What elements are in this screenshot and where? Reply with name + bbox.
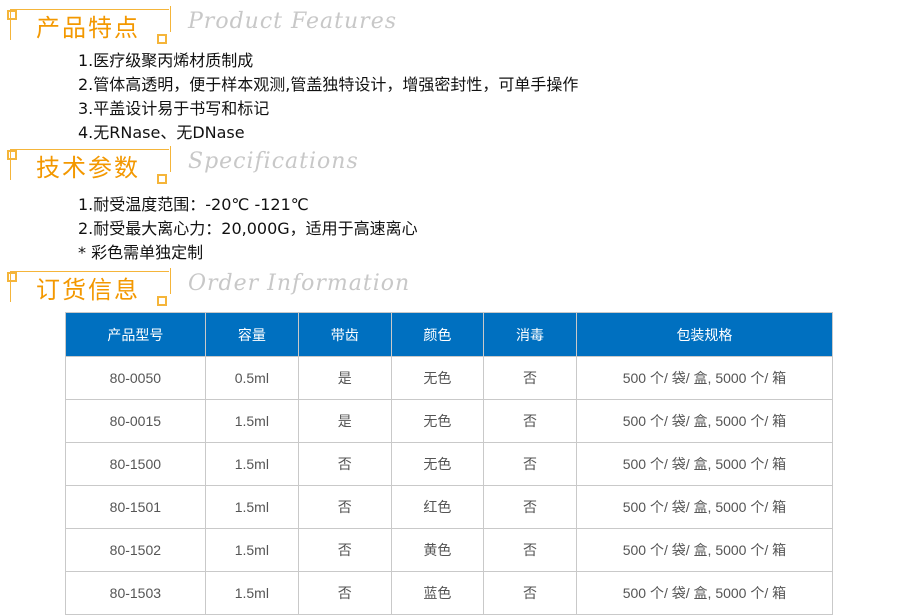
feature-line: 4.无RNase、无DNase	[78, 119, 245, 143]
table-cell: 500 个/ 袋/ 盒, 5000 个/ 箱	[575, 528, 834, 572]
knot-ornament-icon	[7, 272, 17, 282]
feature-text: 1.耐受温度范围：-20℃ -121℃	[78, 195, 309, 214]
table-cell: 80-0015	[65, 399, 206, 443]
heading-frame	[7, 268, 171, 306]
feature-line: 2.耐受最大离心力：20,000G，适用于高速离心	[78, 215, 418, 239]
knot-ornament-icon	[157, 174, 167, 184]
table-cell: 80-0050	[65, 356, 206, 400]
table-row: 80-1501 1.5ml 否红色否 500 个/ 袋/ 盒, 5000 个/ 箱	[65, 485, 834, 529]
table-cell: 1.5ml	[204, 399, 299, 443]
knot-ornament-icon	[157, 296, 167, 306]
table-cell: 1.5ml	[204, 485, 299, 529]
knot-ornament-icon	[157, 34, 167, 44]
table-cell: 否	[297, 442, 392, 486]
table-cell: 否	[483, 571, 577, 615]
feature-text: 1.医疗级聚丙烯材质制成	[78, 51, 254, 70]
column-header: 颜色	[390, 312, 485, 357]
feature-text: 2.耐受最大离心力：20,000G，适用于高速离心	[78, 219, 418, 238]
table-cell: 否	[297, 571, 392, 615]
feature-line: 3.平盖设计易于书写和标记	[78, 95, 269, 119]
section-heading: 订货信息	[7, 267, 171, 306]
table-row: 80-1502 1.5ml 否黄色否 500 个/ 袋/ 盒, 5000 个/ 箱	[65, 528, 834, 572]
feature-line: * 彩色需单独定制	[78, 239, 203, 263]
feature-line: 2.管体高透明，便于样本观测,管盖独特设计，增强密封性，可单手操作	[78, 71, 578, 95]
heading-en: Specifications	[188, 149, 359, 174]
knot-ornament-icon	[7, 10, 17, 20]
feature-line: 1.耐受温度范围：-20℃ -121℃	[78, 191, 309, 215]
table-cell: 否	[297, 528, 392, 572]
heading-frame	[7, 146, 171, 184]
table-cell: 无色	[390, 356, 485, 400]
table-cell: 是	[297, 399, 392, 443]
table-cell: 80-1501	[65, 485, 206, 529]
table-cell: 无色	[390, 399, 485, 443]
table-cell: 否	[483, 485, 577, 529]
column-header: 产品型号	[65, 312, 206, 357]
table-row: 80-1503 1.5ml 否蓝色否 500 个/ 袋/ 盒, 5000 个/ 箱	[65, 571, 834, 615]
column-header: 带齿	[297, 312, 392, 357]
table-cell: 红色	[390, 485, 485, 529]
table-cell: 否	[297, 485, 392, 529]
table-cell: 500 个/ 袋/ 盒, 5000 个/ 箱	[575, 485, 834, 529]
table-cell: 否	[483, 356, 577, 400]
feature-text: * 彩色需单独定制	[78, 243, 204, 262]
table-cell: 500 个/ 袋/ 盒, 5000 个/ 箱	[575, 571, 834, 615]
table-row: 80-0050 0.5ml 是无色否 500 个/ 袋/ 盒, 5000 个/ 箱	[65, 356, 834, 400]
table-cell: 否	[483, 399, 577, 443]
table-cell: 80-1503	[65, 571, 206, 615]
table-row: 80-0015 1.5ml 是无色否 500 个/ 袋/ 盒, 5000 个/ 箱	[65, 399, 834, 443]
section-heading: 技术参数	[7, 145, 171, 184]
feature-text: 3.平盖设计易于书写和标记	[78, 99, 270, 118]
order-table: 产品型号 容量 带齿 颜色 消毒 包装规格 80-0050 0.5ml 是无色否 500 个/ 袋…	[65, 312, 834, 615]
feature-text: 2.管体高透明，便于样本观测,管盖独特设计，增强密封性，可单手操作	[78, 75, 579, 94]
column-header: 消毒	[483, 312, 577, 357]
table-row: 80-1500 1.5ml 否无色否 500 个/ 袋/ 盒, 5000 个/ 箱	[65, 442, 834, 486]
table-cell: 否	[483, 528, 577, 572]
heading-en: Product Features	[188, 9, 398, 34]
table-cell: 否	[483, 442, 577, 486]
table-cell: 500 个/ 袋/ 盒, 5000 个/ 箱	[575, 442, 834, 486]
heading-en: Order Information	[188, 271, 411, 296]
heading-cn: 产品特点	[36, 14, 140, 42]
table-cell: 蓝色	[390, 571, 485, 615]
table-cell: 80-1502	[65, 528, 206, 572]
heading-cn: 技术参数	[36, 154, 140, 182]
table-cell: 0.5ml	[204, 356, 299, 400]
feature-line: 1.医疗级聚丙烯材质制成	[78, 47, 253, 71]
column-header: 包装规格	[575, 312, 834, 357]
table-cell: 是	[297, 356, 392, 400]
heading-cn: 订货信息	[36, 276, 140, 304]
heading-frame	[7, 6, 171, 44]
table-cell: 500 个/ 袋/ 盒, 5000 个/ 箱	[575, 399, 834, 443]
column-header: 容量	[204, 312, 299, 357]
table-cell: 1.5ml	[204, 528, 299, 572]
knot-ornament-icon	[7, 150, 17, 160]
feature-text: 4.无RNase、无DNase	[78, 123, 245, 142]
table-header: 产品型号 容量 带齿 颜色 消毒 包装规格	[65, 312, 834, 357]
table-cell: 80-1500	[65, 442, 206, 486]
section-heading: 产品特点	[7, 5, 171, 44]
table-cell: 无色	[390, 442, 485, 486]
table-cell: 1.5ml	[204, 571, 299, 615]
table-cell: 1.5ml	[204, 442, 299, 486]
table-cell: 黄色	[390, 528, 485, 572]
table-cell: 500 个/ 袋/ 盒, 5000 个/ 箱	[575, 356, 834, 400]
